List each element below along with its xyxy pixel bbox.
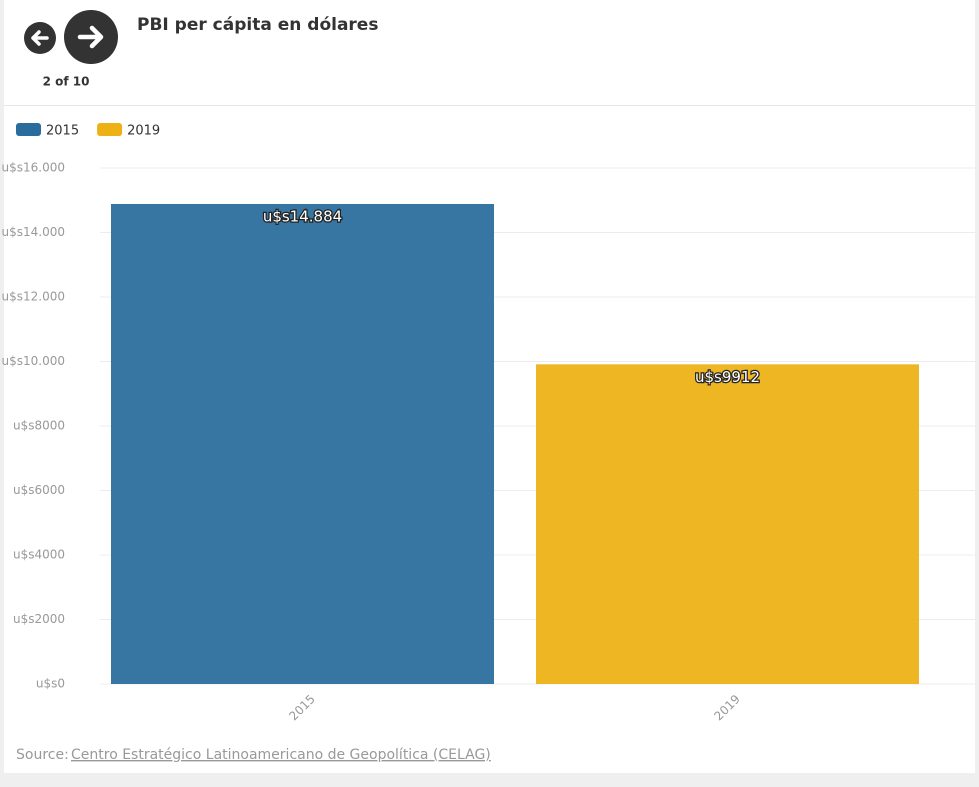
legend-swatch — [16, 123, 41, 136]
y-tick-label: u$s8000 — [13, 419, 65, 433]
value-label: u$s14.884 — [263, 207, 342, 225]
y-tick-label: u$s0 — [36, 677, 65, 691]
y-tick-label: u$s4000 — [13, 548, 65, 562]
bar — [111, 203, 494, 684]
source-label: Source: — [16, 747, 69, 763]
y-tick-label: u$s16.000 — [2, 161, 65, 175]
source-link[interactable]: Centro Estratégico Latinoamericano de Ge… — [71, 747, 491, 763]
bar — [536, 364, 919, 684]
next-button[interactable] — [64, 10, 118, 64]
legend-label: 2019 — [127, 124, 160, 139]
y-tick-label: u$s10.000 — [2, 354, 65, 368]
prev-button[interactable] — [24, 22, 56, 54]
slide-counter: 2 of 10 — [43, 75, 90, 89]
y-tick-label: u$s14.000 — [2, 225, 65, 239]
y-tick-label: u$s6000 — [13, 483, 65, 497]
legend-label: 2015 — [46, 124, 79, 139]
value-label: u$s9912 — [695, 368, 760, 386]
legend-swatch — [97, 123, 123, 136]
y-tick-label: u$s2000 — [13, 612, 65, 626]
y-tick-label: u$s12.000 — [2, 290, 65, 304]
chart-title: PBI per cápita en dólares — [137, 15, 378, 35]
